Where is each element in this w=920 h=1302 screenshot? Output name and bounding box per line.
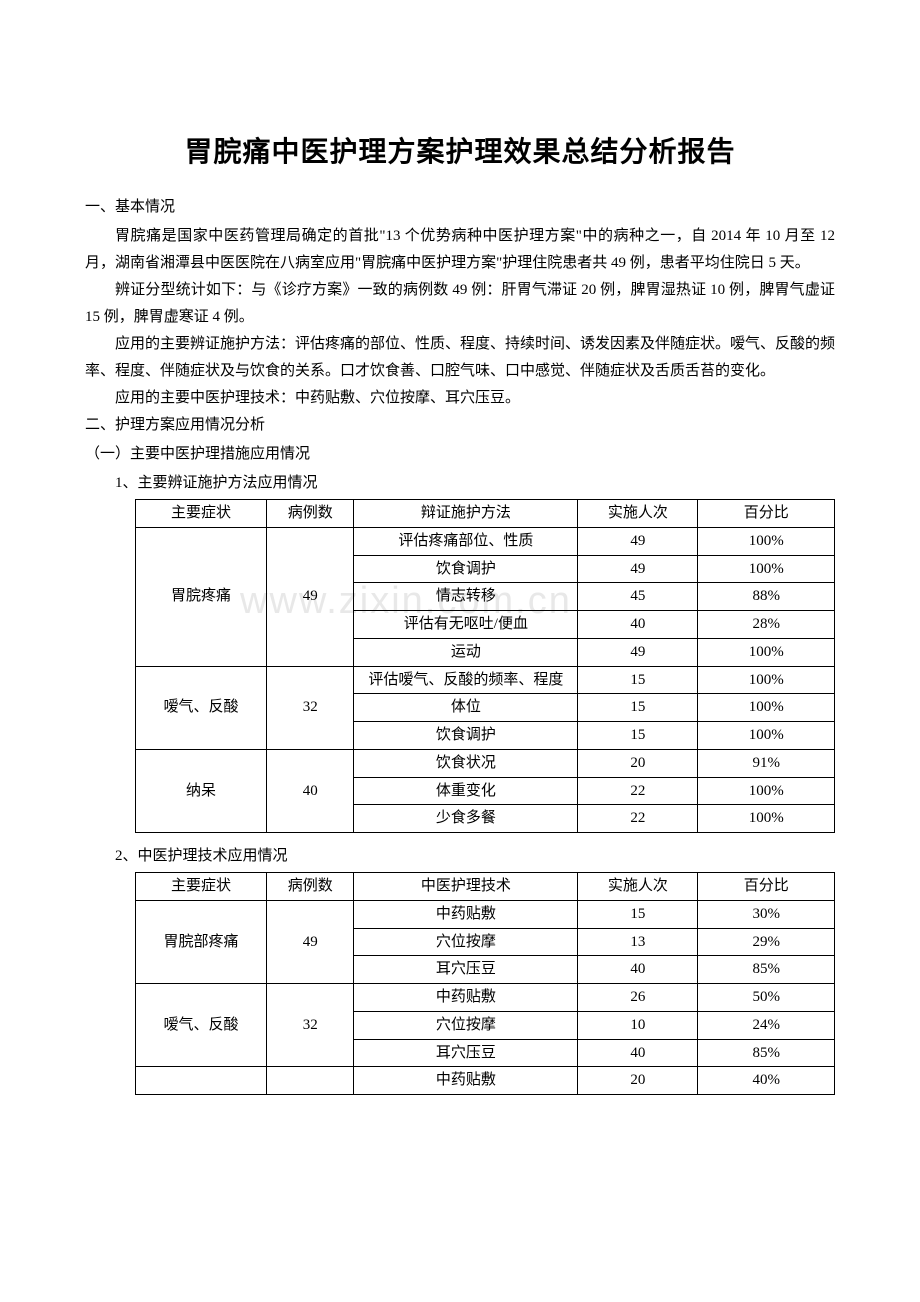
pct-cell: 100% [698,527,835,555]
pct-cell: 100% [698,666,835,694]
cases-cell [267,1067,354,1095]
method-cell: 饮食状况 [354,749,578,777]
section2-heading: 二、护理方案应用情况分析 [85,412,835,439]
table-row: 中药贴敷2040% [136,1067,835,1095]
table-header: 中医护理技术 [354,873,578,901]
pct-cell: 50% [698,984,835,1012]
table-row: 嗳气、反酸32评估嗳气、反酸的频率、程度15100% [136,666,835,694]
count-cell: 22 [578,777,698,805]
method-cell: 穴位按摩 [354,1011,578,1039]
section2-sub1: （一）主要中医护理措施应用情况 [85,441,835,468]
method-cell: 评估疼痛部位、性质 [354,527,578,555]
pct-cell: 100% [698,722,835,750]
table-header-row: 主要症状 病例数 辩证施护方法 实施人次 百分比 [136,500,835,528]
table-header: 实施人次 [578,873,698,901]
table-header: 百分比 [698,500,835,528]
symptom-cell: 嗳气、反酸 [136,666,267,749]
pct-cell: 91% [698,749,835,777]
table-row: 嗳气、反酸32中药贴敷2650% [136,984,835,1012]
count-cell: 45 [578,583,698,611]
section2-sub1-2: 2、中医护理技术应用情况 [115,843,835,870]
count-cell: 49 [578,527,698,555]
count-cell: 40 [578,956,698,984]
pct-cell: 30% [698,900,835,928]
method-cell: 中药贴敷 [354,984,578,1012]
method-cell: 穴位按摩 [354,928,578,956]
symptom-cell: 纳呆 [136,749,267,832]
count-cell: 13 [578,928,698,956]
table-1: 主要症状 病例数 辩证施护方法 实施人次 百分比 胃脘疼痛49评估疼痛部位、性质… [135,499,835,833]
pct-cell: 85% [698,956,835,984]
pct-cell: 85% [698,1039,835,1067]
table-row: 胃脘疼痛49评估疼痛部位、性质49100% [136,527,835,555]
method-cell: 少食多餐 [354,805,578,833]
count-cell: 10 [578,1011,698,1039]
section1-p3: 应用的主要辨证施护方法：评估疼痛的部位、性质、程度、持续时间、诱发因素及伴随症状… [85,331,835,385]
table-2: 主要症状 病例数 中医护理技术 实施人次 百分比 胃脘部疼痛49中药贴敷1530… [135,872,835,1095]
section1-p2: 辨证分型统计如下：与《诊疗方案》一致的病例数 49 例：肝胃气滞证 20 例，脾… [85,277,835,331]
symptom-cell [136,1067,267,1095]
method-cell: 评估有无呕吐/便血 [354,611,578,639]
cases-cell: 40 [267,749,354,832]
symptom-cell: 胃脘部疼痛 [136,900,267,983]
method-cell: 中药贴敷 [354,900,578,928]
section2-sub1-1: 1、主要辨证施护方法应用情况 [115,470,835,497]
count-cell: 20 [578,749,698,777]
count-cell: 15 [578,694,698,722]
table-header-row: 主要症状 病例数 中医护理技术 实施人次 百分比 [136,873,835,901]
method-cell: 耳穴压豆 [354,1039,578,1067]
count-cell: 22 [578,805,698,833]
count-cell: 20 [578,1067,698,1095]
pct-cell: 100% [698,777,835,805]
cases-cell: 32 [267,666,354,749]
table-header: 主要症状 [136,500,267,528]
table-header: 病例数 [267,500,354,528]
method-cell: 耳穴压豆 [354,956,578,984]
table-row: 纳呆40饮食状况2091% [136,749,835,777]
pct-cell: 29% [698,928,835,956]
pct-cell: 88% [698,583,835,611]
pct-cell: 100% [698,555,835,583]
pct-cell: 100% [698,805,835,833]
method-cell: 体重变化 [354,777,578,805]
section1-p4: 应用的主要中医护理技术：中药贴敷、穴位按摩、耳穴压豆。 [85,385,835,412]
cases-cell: 49 [267,900,354,983]
pct-cell: 28% [698,611,835,639]
table-header: 病例数 [267,873,354,901]
count-cell: 15 [578,666,698,694]
section1-p1: 胃脘痛是国家中医药管理局确定的首批"13 个优势病种中医护理方案"中的病种之一，… [85,223,835,277]
count-cell: 40 [578,611,698,639]
report-title: 胃脘痛中医护理方案护理效果总结分析报告 [85,130,835,170]
table-row: 胃脘部疼痛49中药贴敷1530% [136,900,835,928]
method-cell: 评估嗳气、反酸的频率、程度 [354,666,578,694]
method-cell: 中药贴敷 [354,1067,578,1095]
table-header: 实施人次 [578,500,698,528]
pct-cell: 24% [698,1011,835,1039]
method-cell: 饮食调护 [354,555,578,583]
table-header: 主要症状 [136,873,267,901]
method-cell: 情志转移 [354,583,578,611]
pct-cell: 100% [698,638,835,666]
section1-heading: 一、基本情况 [85,194,835,221]
table-header: 辩证施护方法 [354,500,578,528]
symptom-cell: 胃脘疼痛 [136,527,267,666]
count-cell: 26 [578,984,698,1012]
count-cell: 49 [578,638,698,666]
count-cell: 15 [578,722,698,750]
count-cell: 40 [578,1039,698,1067]
symptom-cell: 嗳气、反酸 [136,984,267,1067]
method-cell: 饮食调护 [354,722,578,750]
pct-cell: 40% [698,1067,835,1095]
pct-cell: 100% [698,694,835,722]
cases-cell: 32 [267,984,354,1067]
method-cell: 体位 [354,694,578,722]
cases-cell: 49 [267,527,354,666]
count-cell: 49 [578,555,698,583]
count-cell: 15 [578,900,698,928]
method-cell: 运动 [354,638,578,666]
table-header: 百分比 [698,873,835,901]
